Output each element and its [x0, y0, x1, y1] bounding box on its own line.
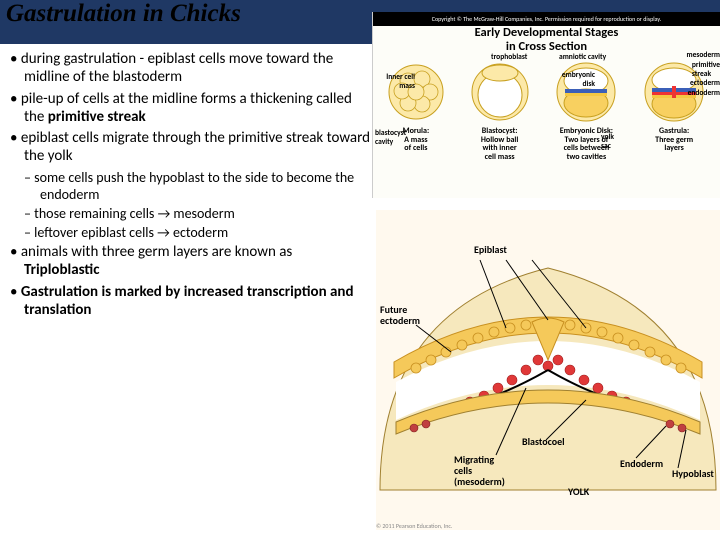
bullet-level2: leftover epiblast cells → ectoderm — [10, 224, 370, 241]
label-blastocyst-cavity: blastocystcavity — [375, 130, 423, 147]
stage-blastocyst-label: Blastocyst:Hollow ballwith innercell mas… — [470, 127, 530, 162]
stage-gastrula-label: Gastrula:Three germlayers — [643, 127, 705, 153]
top-figure-title: Early Developmental Stages in Cross Sect… — [373, 26, 720, 55]
stage-blastocyst: Blastocyst:Hollow ballwith innercell mas… — [470, 59, 530, 162]
bullet-level1: pile-up of cells at the midline forms a … — [10, 90, 370, 127]
label-migrating: Migratingcells(mesoderm) — [454, 454, 505, 487]
blastocyst-icon — [470, 59, 530, 125]
label-epiblast: Epiblast — [474, 244, 507, 255]
stage-row: Morula:A massof cells Blastocyst:Hollow … — [373, 59, 720, 162]
disk-icon — [555, 59, 617, 125]
label-yolk-sac: yolksac — [601, 134, 614, 151]
top-figure: Copyright © The McGraw-Hill Companies, I… — [372, 12, 720, 198]
main-diagram: Epiblast Futureectoderm Migratingcells(m… — [376, 210, 720, 530]
label-embryonic-disk: embryonicdisk — [551, 72, 595, 89]
pearson-copyright: © 2011 Pearson Education, Inc. — [376, 522, 452, 530]
label-endoderm: Endoderm — [620, 458, 663, 469]
bullet-level2: those remaining cells → mesoderm — [10, 205, 370, 222]
slide-title: Gastrulation in Chicks — [6, 0, 241, 28]
label-inner-cell-mass: Inner cellmass — [375, 74, 415, 91]
bullet-list: during gastrulation - epiblast cells mov… — [10, 50, 370, 322]
label-future-ectoderm: Futureectoderm — [380, 304, 420, 326]
label-primitive-streak: primitivestreak — [692, 62, 720, 79]
label-yolk: YOLK — [568, 486, 589, 497]
bullet-level2: some cells push the hypoblast to the sid… — [10, 169, 370, 203]
top-copyright: Copyright © The McGraw-Hill Companies, I… — [373, 12, 720, 26]
label-amniotic-cavity: amniotic cavity — [559, 54, 606, 63]
label-hypoblast: Hypoblast — [672, 468, 714, 479]
bullet-level1: during gastrulation - epiblast cells mov… — [10, 50, 370, 87]
bullet-level1: animals with three germ layers are known… — [10, 243, 370, 280]
label-blastocoel: Blastocoel — [522, 436, 565, 447]
label-mesoderm: mesoderm — [687, 52, 720, 61]
label-ectoderm-top: ectoderm — [690, 80, 720, 89]
chick-gastrulation-svg — [376, 210, 720, 530]
bullet-level1: Gastrulation is marked by increased tran… — [10, 283, 370, 320]
morula-icon — [388, 59, 444, 125]
label-trophoblast: trophoblast — [491, 54, 527, 63]
label-endoderm-top: endoderm — [688, 90, 720, 99]
top-title-l1: Early Developmental Stages — [475, 25, 619, 40]
bullet-level1: epiblast cells migrate through the primi… — [10, 129, 370, 166]
